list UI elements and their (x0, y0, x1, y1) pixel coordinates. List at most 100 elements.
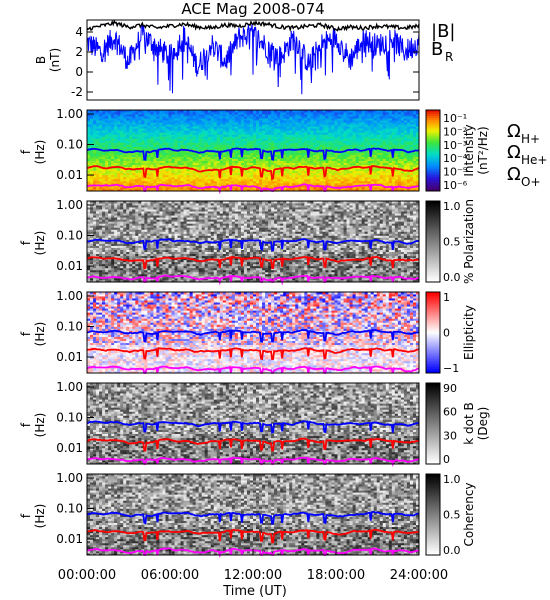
colorbar-tick-label: 30 (443, 429, 457, 442)
colorbar-tick-label: 10⁻³ (443, 139, 467, 152)
gyro-line-he (86, 165, 420, 181)
gyro-line-he (87, 347, 420, 361)
colorbar-tick-label: 0.5 (443, 236, 461, 249)
x-tick-label: 00:00:00 (58, 568, 116, 583)
colorbar-label: Intensity (462, 124, 476, 176)
gyro-line-o (86, 274, 420, 286)
panel-frame (86, 291, 420, 374)
legend-omega-h-sub: H+ (521, 132, 540, 146)
colorbar-tick-label: 10⁻⁶ (443, 179, 468, 192)
x-tick-label: 06:00:00 (141, 568, 199, 583)
colorbar-frame (425, 473, 441, 556)
gyro-line-h (87, 238, 420, 252)
gyro-line-he (86, 255, 420, 270)
y-tick-label: 0 (75, 65, 83, 79)
colorbar-frame (425, 109, 441, 192)
panel-frame (86, 19, 420, 101)
colorbar-unit: (nT²/Hz) (476, 126, 490, 174)
colorbar (425, 291, 441, 374)
colorbar (425, 382, 441, 465)
y-axis-label: f (19, 149, 33, 154)
colorbar (425, 473, 441, 556)
panel-polarization: 1.00 0.10 0.01 f (Hz) 1.0 0.5 0.0% Polarization (19, 198, 476, 286)
y-axis-label: B (34, 56, 48, 64)
y-axis-unit: (Hz) (33, 322, 47, 347)
legend-omega-he: Ω (507, 142, 521, 163)
gyro-line-h (86, 147, 420, 161)
panel-field: -2 0 2 4 B (nT) (34, 19, 420, 101)
y-tick-label: -2 (71, 85, 83, 99)
y-tick-label: 1.00 (56, 380, 83, 394)
colorbar-tick-label: 10⁻² (443, 125, 467, 138)
gyro-line-he (86, 528, 420, 544)
y-tick-label: 1.00 (56, 107, 83, 121)
y-axis-label: f (19, 422, 33, 427)
legend-b-r-sub: R (445, 50, 453, 64)
y-axis-unit: (Hz) (33, 413, 47, 438)
x-tick-label: 12:00:00 (224, 568, 282, 583)
colorbar-tick-label: 1.0 (443, 200, 461, 213)
x-tick-label: 18:00:00 (307, 568, 365, 583)
y-tick-label: 0.01 (56, 168, 83, 182)
panel-kdotb: 1.00 0.10 0.01 f (Hz) 90 60 30 0 k dot B (Deg) (19, 380, 490, 468)
colorbar-tick-label: 0.0 (443, 271, 461, 284)
panel-frame (86, 200, 420, 283)
colorbar-frame (425, 382, 441, 465)
gyro-line-h (86, 328, 420, 343)
x-axis-label: Time (UT) (222, 584, 287, 599)
colorbar-tick-label: 10⁻⁴ (443, 152, 468, 165)
colorbar-tick-label: 1 (443, 291, 450, 304)
panel-frame (86, 382, 420, 465)
legend-b-mag: |B| (431, 21, 455, 42)
x-tick-label: 24:00:00 (390, 568, 448, 583)
colorbar-tick-label: 10⁻⁵ (443, 166, 467, 179)
legend-omega-o: Ω (507, 164, 521, 185)
y-tick-label: 0.10 (56, 138, 83, 152)
legend-omega-he-sub: He+ (521, 153, 547, 167)
y-tick-label: 4 (75, 25, 83, 39)
colorbar-tick-label: 60 (443, 406, 457, 419)
heatmap-cells (87, 383, 420, 465)
y-tick-label: 0.01 (56, 259, 83, 273)
colorbar-label: Ellipticity (462, 305, 476, 360)
colorbar-tick-label: 10⁻¹ (443, 112, 467, 125)
colorbar-tick-label: 0 (443, 327, 450, 340)
legend-omega-h: Ω (507, 121, 521, 142)
y-axis-unit: (nT) (48, 48, 62, 72)
gyro-line-he (86, 437, 420, 452)
colorbar (425, 200, 441, 283)
y-tick-label: 0.10 (56, 502, 83, 516)
y-axis-label: f (19, 331, 33, 336)
colorbar-tick-label: 1.0 (443, 473, 461, 486)
y-axis-unit: (Hz) (33, 504, 47, 529)
y-tick-label: 0.10 (56, 411, 83, 425)
y-tick-label: 1.00 (56, 471, 83, 485)
legend-b-r: B (431, 39, 443, 60)
legend: |B|B RΩ H+Ω He+Ω O+ (431, 21, 547, 189)
colorbar-tick-label: 0.5 (443, 509, 461, 522)
y-axis-unit: (Hz) (33, 140, 47, 165)
y-axis-label: f (19, 240, 33, 245)
y-tick-label: 1.00 (56, 198, 83, 212)
y-tick-label: 1.00 (56, 289, 83, 303)
colorbar-label: k dot B (462, 402, 476, 444)
gyro-line-o (86, 365, 420, 374)
x-axis: 00:00:00 06:00:00 12:00:00 18:00:00 24:00:00 (58, 549, 448, 583)
heatmap-cells (87, 292, 420, 374)
y-tick-label: 0.01 (56, 532, 83, 546)
panel-frame (86, 109, 420, 192)
colorbar (425, 109, 441, 192)
y-tick-label: 2 (75, 45, 83, 59)
colorbar-tick-label: 0 (443, 453, 450, 466)
colorbar-unit: (Deg) (476, 407, 490, 441)
gyro-line-h (86, 510, 420, 526)
colorbar-frame (425, 200, 441, 283)
legend-omega-o-sub: O+ (521, 175, 541, 189)
y-tick-label: 0.01 (56, 441, 83, 455)
y-tick-label: 0.10 (56, 320, 83, 334)
colorbar-label: % Polarization (462, 199, 476, 284)
